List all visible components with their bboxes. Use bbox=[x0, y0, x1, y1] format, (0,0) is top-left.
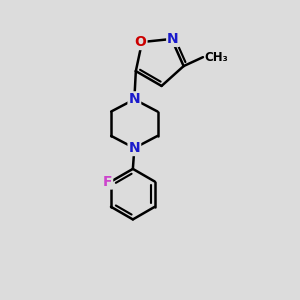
Text: N: N bbox=[128, 92, 140, 106]
Text: CH₃: CH₃ bbox=[204, 51, 228, 64]
Text: N: N bbox=[128, 141, 140, 155]
Text: O: O bbox=[135, 35, 146, 49]
Text: N: N bbox=[167, 32, 179, 46]
Text: F: F bbox=[103, 175, 112, 188]
